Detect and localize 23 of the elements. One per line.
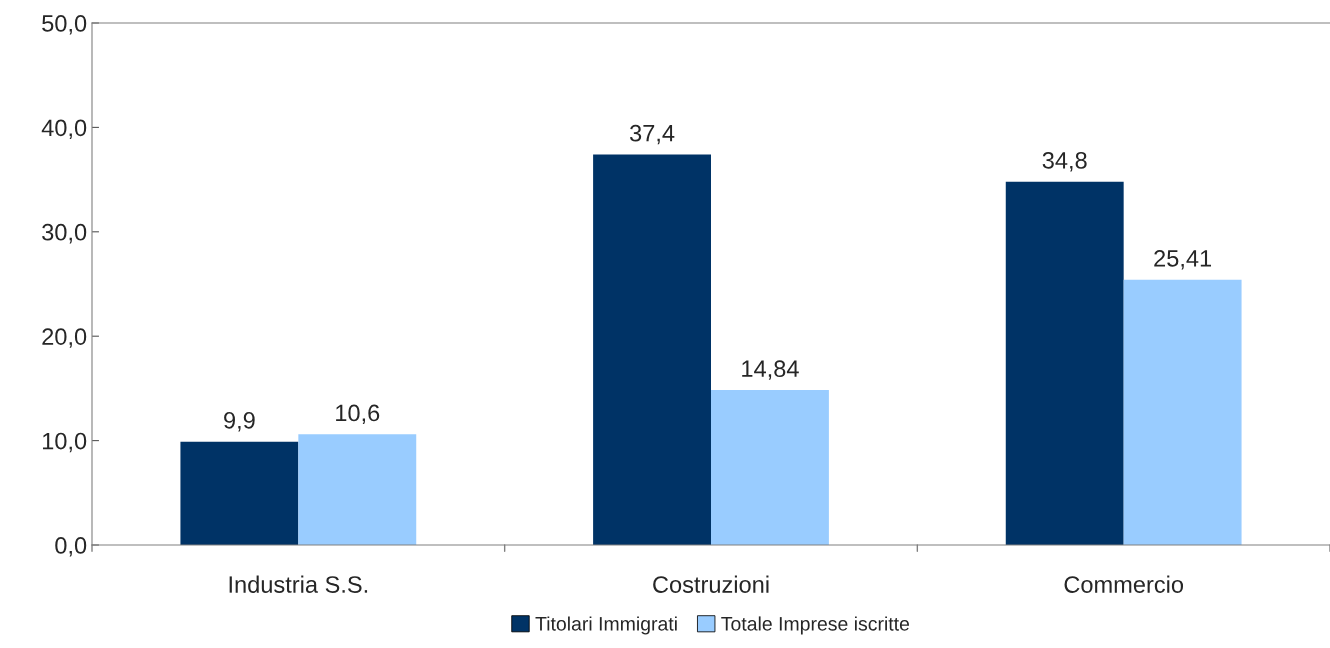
bar (711, 390, 829, 545)
bar (1123, 279, 1242, 545)
y-tick-label: 10,0 (42, 432, 87, 453)
bar (593, 154, 711, 545)
y-tick-label: 50,0 (42, 15, 87, 35)
data-label: 10,6 (336, 404, 380, 425)
data-label: 14,84 (742, 360, 799, 380)
y-tick-label: 0,0 (55, 537, 87, 557)
y-tick-label: 20,0 (42, 328, 87, 348)
x-tick-label: Costruzioni (653, 575, 769, 593)
x-tick-label: Industria S.S. (229, 575, 368, 593)
data-label: 9,9 (224, 411, 255, 432)
legend-label: Titolari Immigrati (535, 616, 677, 635)
data-label: 37,4 (629, 124, 675, 145)
y-tick-label: 40,0 (41, 119, 87, 139)
x-tick-label: Commercio (1064, 575, 1184, 593)
data-label: 34,8 (1042, 151, 1087, 172)
data-label: 25,41 (1154, 250, 1212, 270)
legend-label: Totale Imprese iscritte (721, 616, 910, 635)
bar (298, 434, 417, 545)
bar (180, 441, 299, 545)
bar (1005, 181, 1124, 545)
y-tick-label: 30,0 (42, 223, 87, 244)
